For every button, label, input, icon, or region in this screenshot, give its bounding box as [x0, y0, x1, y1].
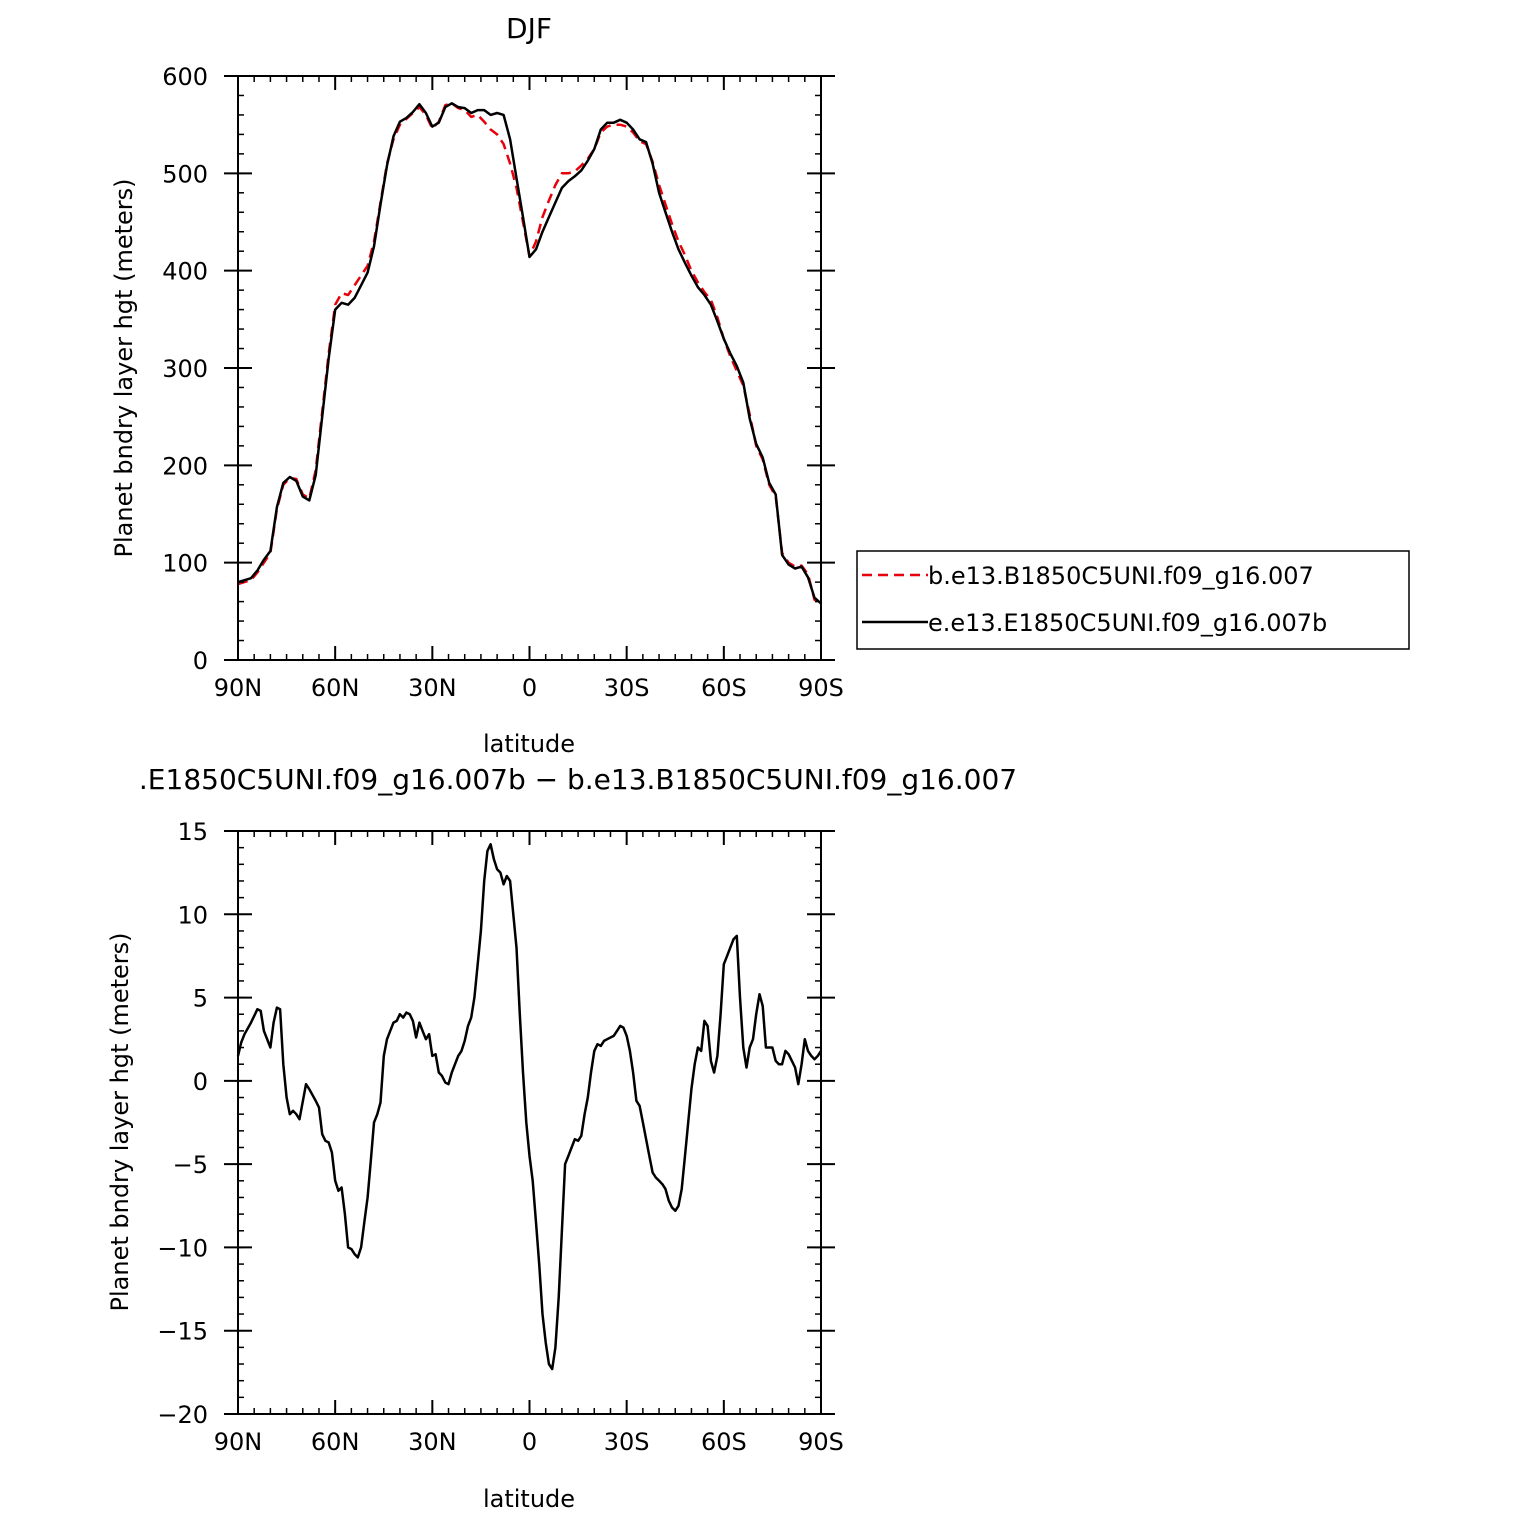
top-y-tick-label: 500 — [162, 160, 208, 188]
top-series-line-2 — [237, 102, 822, 605]
top-x-tick-label: 60N — [311, 674, 360, 702]
bottom-x-axis-label: latitude — [483, 1485, 575, 1513]
bottom-plot-frame — [237, 830, 822, 1415]
top-x-tick-label: 30N — [408, 674, 457, 702]
bottom-y-tick-label: 5 — [193, 985, 208, 1013]
bottom-x-tick-label: 60S — [701, 1428, 747, 1456]
top-y-tick-label: 0 — [193, 647, 208, 675]
legend: b.e13.B1850C5UNI.f09_g16.007 e.e13.E1850… — [856, 550, 1410, 650]
bottom-x-tick-label: 30S — [604, 1428, 650, 1456]
bottom-y-tick-label: 15 — [177, 818, 208, 846]
bottom-y-tick-label: 10 — [177, 901, 208, 929]
bottom-series-line-1 — [236, 843, 823, 1371]
top-y-tick-label: 400 — [162, 258, 208, 286]
top-y-tick-label: 600 — [162, 63, 208, 91]
bottom-y-tick-label: 0 — [193, 1068, 208, 1096]
top-x-axis-label: latitude — [483, 730, 575, 758]
bottom-y-tick-label: −20 — [157, 1401, 208, 1429]
bottom-x-tick-label: 0 — [522, 1428, 537, 1456]
bottom-y-tick-label: −15 — [157, 1318, 208, 1346]
top-y-tick-label: 100 — [162, 550, 208, 578]
top-x-tick-label: 90N — [214, 674, 263, 702]
legend-box — [856, 550, 1410, 650]
top-plot-frame — [237, 75, 822, 661]
top-y-tick-label: 200 — [162, 452, 208, 480]
top-x-tick-label: 60S — [701, 674, 747, 702]
bottom-chart-title: .E1850C5UNI.f09_g16.007b − b.e13.B1850C5… — [139, 763, 1017, 796]
top-y-tick-label: 300 — [162, 355, 208, 383]
legend-entry-series-2: e.e13.E1850C5UNI.f09_g16.007b — [928, 609, 1327, 637]
bottom-x-tick-label: 30N — [408, 1428, 457, 1456]
top-y-axis-label: Planet bndry layer hgt (meters) — [110, 179, 138, 558]
legend-entry-series-1: b.e13.B1850C5UNI.f09_g16.007 — [928, 562, 1314, 590]
bottom-y-axis-label: Planet bndry layer hgt (meters) — [106, 933, 134, 1312]
top-panel: DJF 90N 60N 30N 0 30S 60S 90S 0 100 200 300 400 500 6… — [110, 12, 844, 758]
bottom-x-tick-label: 60N — [311, 1428, 360, 1456]
top-x-tick-label: 0 — [522, 674, 537, 702]
bottom-panel: .E1850C5UNI.f09_g16.007b − b.e13.B1850C5… — [106, 763, 1017, 1513]
bottom-y-tick-label: −5 — [173, 1151, 208, 1179]
top-series-line-1 — [237, 102, 822, 605]
top-x-tick-label: 90S — [798, 674, 844, 702]
bottom-y-tick-label: −10 — [157, 1234, 208, 1262]
top-x-tick-label: 30S — [604, 674, 650, 702]
top-chart-title: DJF — [506, 12, 552, 45]
bottom-x-tick-label: 90N — [214, 1428, 263, 1456]
bottom-x-tick-label: 90S — [798, 1428, 844, 1456]
